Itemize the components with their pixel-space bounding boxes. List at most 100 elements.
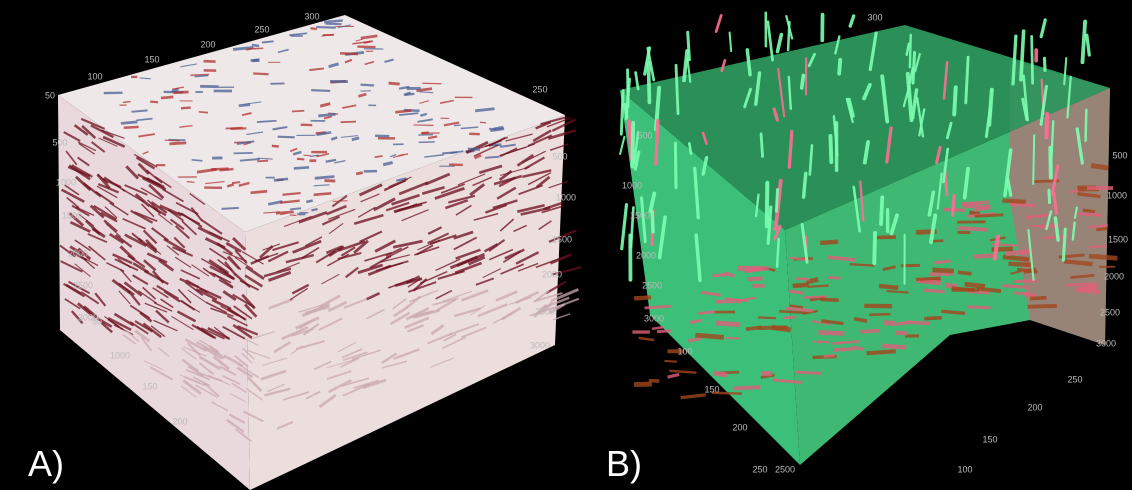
horizon-band [958, 272, 972, 274]
seismic-stripe [165, 140, 180, 141]
tick-label: 2000 [636, 250, 656, 260]
horizon-band [1003, 257, 1029, 260]
horizon-band [652, 327, 663, 329]
horizon-band [758, 317, 776, 318]
horizon-band [644, 306, 670, 308]
tick-label: 150 [142, 381, 157, 391]
fault-stick [777, 239, 779, 267]
seismic-stripe [357, 47, 375, 48]
fault-stick [804, 173, 806, 197]
tick-label: 500 [52, 137, 67, 147]
fault-stick [1049, 190, 1050, 202]
seismic-stripe [297, 159, 304, 160]
seismic-stripe [187, 181, 195, 182]
horizon-band [758, 327, 787, 328]
seismic-stripe [475, 109, 494, 111]
horizon-band [1028, 306, 1057, 307]
tick-label: 500 [552, 151, 567, 161]
horizon-band [634, 384, 652, 385]
fault-stick [767, 183, 768, 226]
horizon-band [944, 209, 966, 210]
seismic-stripe [222, 208, 239, 209]
figure: 5010015020025030025050010001500200025003… [0, 0, 1132, 490]
horizon-band [924, 318, 942, 319]
horizon-band [932, 241, 943, 242]
seismic-stripe [361, 85, 375, 86]
seismic-stripe [252, 45, 259, 46]
tick-label: 1500 [62, 210, 82, 220]
seismic-stripe [253, 60, 260, 61]
horizon-band [1014, 293, 1033, 294]
fault-stick [1044, 58, 1045, 70]
fault-stick [761, 134, 762, 156]
tick-label: 100 [677, 346, 692, 356]
seismic-stripe [356, 173, 363, 174]
horizon-band [867, 351, 896, 353]
seismic-stripe [454, 125, 461, 126]
horizon-band [833, 349, 853, 350]
tick-label: 500 [1112, 150, 1127, 160]
seismic-stripe [395, 110, 411, 112]
seismic-stripe [311, 90, 330, 91]
horizon-band [945, 285, 958, 287]
horizon-band [869, 314, 890, 315]
fault-stick [1046, 114, 1047, 137]
seismic-stripe [340, 53, 358, 54]
fault-stick [1032, 36, 1033, 83]
fault-stick [1082, 22, 1085, 63]
horizon-band [1044, 237, 1064, 238]
horizon-band [1078, 288, 1096, 290]
horizon-band [762, 373, 772, 374]
horizon-band [796, 278, 809, 279]
tick-label: 200 [732, 422, 747, 432]
fault-stick [881, 197, 882, 224]
tick-label: 250 [1067, 374, 1082, 384]
seismic-stripe [292, 111, 304, 112]
tick-label: 300 [304, 11, 319, 21]
seismic-stripe [272, 146, 279, 147]
tick-label: 150 [144, 54, 159, 64]
seismic-stripe [314, 193, 332, 194]
seismic-stripe [181, 108, 191, 109]
horizon-band [746, 327, 761, 329]
horizon-band [973, 255, 994, 256]
horizon-band [1064, 261, 1092, 264]
horizon-band [850, 264, 875, 266]
horizon-band [1089, 256, 1117, 258]
tick-label: 3000 [1096, 338, 1116, 348]
fault-stick [656, 121, 658, 164]
fault-stick [802, 75, 804, 87]
horizon-band [789, 306, 803, 308]
horizon-band [1088, 246, 1106, 247]
seismic-stripe [174, 92, 189, 93]
horizon-band [793, 285, 809, 286]
horizon-band [789, 291, 803, 293]
horizon-band [854, 319, 867, 321]
seismic-stripe [211, 169, 229, 170]
tick-label: 50 [45, 90, 55, 100]
seismic-stripe [389, 83, 400, 84]
fault-stick [652, 212, 653, 232]
seismic-stripe [485, 157, 499, 158]
horizon-band [820, 242, 838, 243]
seismic-stripe [311, 28, 317, 29]
seismic-stripe [290, 208, 301, 209]
horizon-band [819, 333, 845, 334]
horizon-band [1008, 264, 1032, 265]
horizon-band [1030, 298, 1046, 299]
horizon-band [634, 297, 651, 298]
horizon-band [804, 297, 827, 298]
tick-label: 1000 [556, 192, 576, 202]
horizon-band [969, 212, 980, 213]
seismic-stripe [169, 143, 186, 144]
seismic-stripe [232, 182, 240, 183]
panel-label: B) [606, 443, 642, 484]
seismic-stripe [316, 27, 336, 28]
tick-label: 1000 [56, 177, 76, 187]
horizon-band [977, 289, 1001, 291]
horizon-band [879, 286, 898, 288]
horizon-band [824, 355, 835, 356]
tick-label: 500 [637, 130, 652, 140]
horizon-band [714, 373, 727, 375]
horizon-band [664, 361, 677, 362]
